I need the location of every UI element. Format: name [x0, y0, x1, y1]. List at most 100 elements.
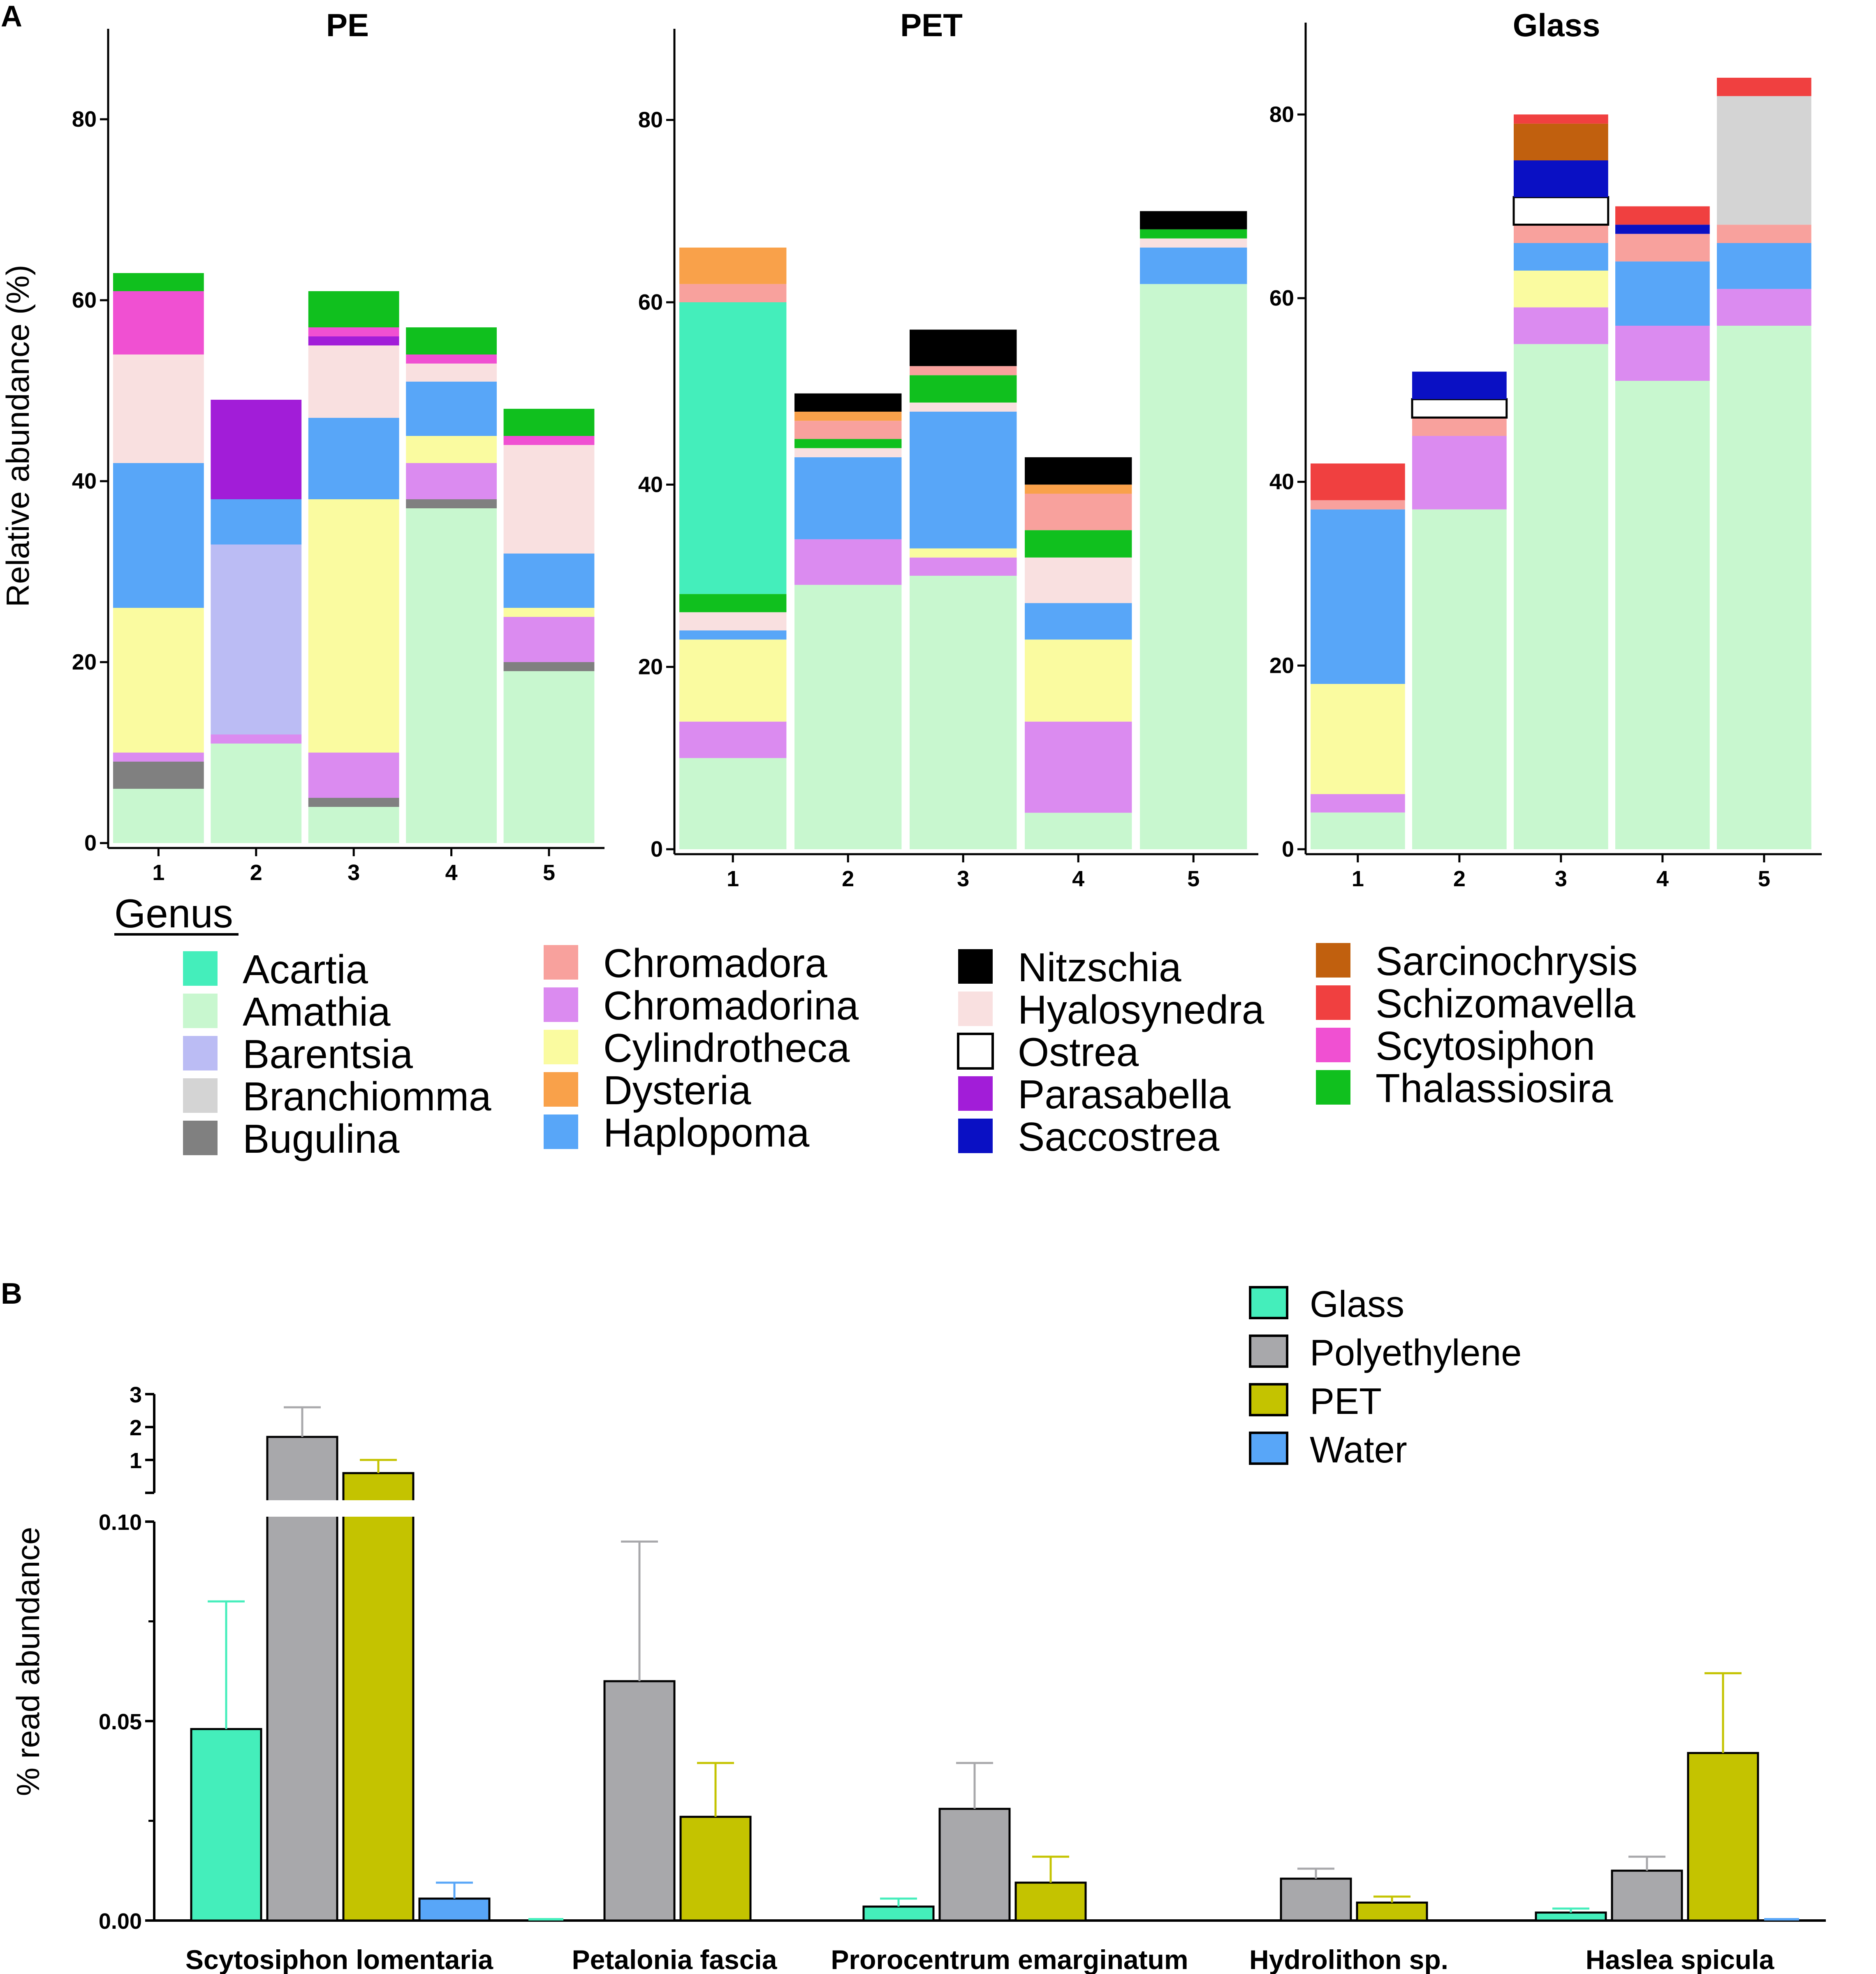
- legend-label: Polyethylene: [1310, 1332, 1522, 1374]
- y-tick-label: 3: [130, 1383, 142, 1407]
- x-tick-label: 1: [152, 860, 164, 885]
- legend-label: Saccostrea: [1018, 1114, 1220, 1159]
- legend-swatch: [544, 987, 578, 1022]
- bar-segment-chromadora: [1514, 225, 1608, 243]
- legend-label: Barentsia: [243, 1031, 413, 1077]
- bar-segment-nitzschia: [1025, 457, 1132, 485]
- legend-swatch: [544, 1114, 578, 1149]
- x-tick-label: 4: [445, 860, 458, 885]
- x-tick-label: 2: [842, 867, 854, 891]
- bar-segment-nitzschia: [794, 393, 902, 412]
- bar-segment-thalassiosira: [1140, 229, 1247, 239]
- legend-label: Branchiomma: [243, 1074, 491, 1119]
- bar-segment-chromadora: [1717, 225, 1811, 243]
- y-tick-label: 2: [130, 1416, 142, 1440]
- bar-segment-chromadorina: [1412, 436, 1507, 510]
- x-tick-label: 3: [957, 867, 969, 891]
- bar-segment-haplopoma: [1717, 243, 1811, 289]
- bar-water: [418, 1898, 491, 1922]
- bar-segment-schizomavella: [1311, 463, 1405, 500]
- legend-label: PET: [1310, 1381, 1382, 1422]
- bar-segment-hyalosynedra: [308, 345, 399, 418]
- legend-item-hyalosynedra: Hyalosynedra: [958, 987, 1265, 1032]
- y-tick-label: 60: [638, 290, 663, 315]
- legend-label: Chromadora: [603, 941, 827, 986]
- legend-label: Hyalosynedra: [1018, 987, 1265, 1032]
- legend-label: Parasabella: [1018, 1072, 1231, 1117]
- panel-b: B 0.00 0.05 0.10 1 2 3 % read abundance Scytosi…: [1, 1277, 1826, 1974]
- axis-break-gap: [263, 1500, 419, 1517]
- bar-pet: [342, 1472, 415, 1922]
- bar-segment-amathia: [1025, 813, 1132, 849]
- bar-segment-chromadorina: [308, 753, 399, 798]
- bar-segment-schizomavella: [1615, 206, 1710, 225]
- legend-label: Chromadorina: [603, 983, 859, 1028]
- bar-glass: [190, 1728, 262, 1922]
- bar-segment-parasabella: [308, 336, 399, 345]
- bar-segment-thalassiosira: [308, 291, 399, 327]
- bar-segment-amathia: [1514, 344, 1608, 849]
- bar-glass: [862, 1905, 935, 1922]
- bar-segment-barentsia: [211, 544, 302, 734]
- bar-polyethylene: [938, 1807, 1011, 1922]
- legend-swatch: [1249, 1432, 1288, 1465]
- panel-b-letter: B: [1, 1277, 22, 1310]
- bar-segment-ostrea: [1411, 398, 1508, 419]
- bar-segment-schizomavella: [1514, 114, 1608, 124]
- bar-segment-chromadorina: [406, 463, 497, 499]
- x-tick-label: 3: [1555, 867, 1567, 891]
- legend-item-polyethylene: Polyethylene: [1249, 1332, 1522, 1374]
- pe-chart: PE 0 20 40 60 80 1 2 3 4 5 Relative abundance (%): [0, 7, 604, 885]
- bar-segment-thalassiosira: [1025, 530, 1132, 558]
- y-tick-label: 0: [1282, 837, 1294, 862]
- bar-segment-chromadorina: [113, 753, 204, 762]
- bar-segment-dysteria: [679, 248, 787, 284]
- legend-label: Acartia: [243, 947, 368, 992]
- legend-swatch: [957, 1033, 994, 1070]
- legend-swatch: [183, 1036, 218, 1070]
- bar-segment-saccostrea: [1514, 160, 1608, 197]
- bar-segment-haplopoma: [1311, 509, 1405, 684]
- legend-item-branchiomma: Branchiomma: [183, 1074, 491, 1119]
- bar-segment-chromadorina: [503, 617, 595, 662]
- bar-segment-chromadorina: [1025, 721, 1132, 813]
- bar-segment-bugulina: [406, 499, 497, 508]
- x-tick-label: 5: [1187, 867, 1200, 891]
- y-tick-label: 0.10: [99, 1510, 142, 1535]
- legend-item-thalassiosira: Thalassiosira: [1316, 1066, 1613, 1111]
- bar-segment-ostrea: [1512, 196, 1610, 226]
- x-tick-label: 5: [543, 860, 555, 885]
- pet-chart: PET 0 20 40 60 80 1 2 3 4 5: [638, 7, 1258, 891]
- legend-item-scytosiphon: Scytosiphon: [1316, 1023, 1595, 1068]
- bar-polyethylene: [1611, 1870, 1683, 1922]
- bar-segment-amathia: [794, 585, 902, 849]
- bar-segment-hyalosynedra: [406, 364, 497, 382]
- bar-segment-cylindrotheca: [308, 499, 399, 753]
- bar-segment-chromadorina: [910, 557, 1017, 576]
- legend-swatch: [1316, 1028, 1350, 1062]
- y-axis-label: Relative abundance (%): [0, 265, 36, 607]
- legend-item-water: Water: [1249, 1430, 1407, 1471]
- bar-pet: [679, 1816, 752, 1922]
- bar-segment-haplopoma: [910, 412, 1017, 549]
- y-tick-label: 0: [84, 831, 97, 855]
- legend-label: Scytosiphon: [1376, 1023, 1595, 1068]
- legend-item-ostrea: Ostrea: [957, 1029, 1139, 1075]
- bar-segment-scytosiphon: [308, 327, 399, 336]
- legend-item-barentsia: Barentsia: [183, 1031, 413, 1077]
- bar-segment-scytosiphon: [113, 291, 204, 354]
- x-category-label: Scytosiphon lomentaria: [185, 1944, 493, 1974]
- legend-swatch: [958, 1119, 993, 1153]
- legend-swatch: [958, 1076, 993, 1111]
- bar-segment-haplopoma: [1140, 248, 1247, 284]
- legend-item-bugulina: Bugulina: [183, 1116, 400, 1161]
- x-tick-label: 4: [1656, 867, 1669, 891]
- y-tick-label: 80: [638, 108, 663, 132]
- bar-segment-amathia: [1412, 509, 1507, 849]
- x-category-label: Haslea spicula: [1586, 1944, 1775, 1974]
- bar-segment-chromadora: [679, 284, 787, 302]
- y-tick-label: 40: [72, 469, 97, 494]
- bar-segment-haplopoma: [1025, 603, 1132, 640]
- bar-segment-amathia: [1140, 284, 1247, 849]
- bar-segment-cylindrotheca: [679, 639, 787, 722]
